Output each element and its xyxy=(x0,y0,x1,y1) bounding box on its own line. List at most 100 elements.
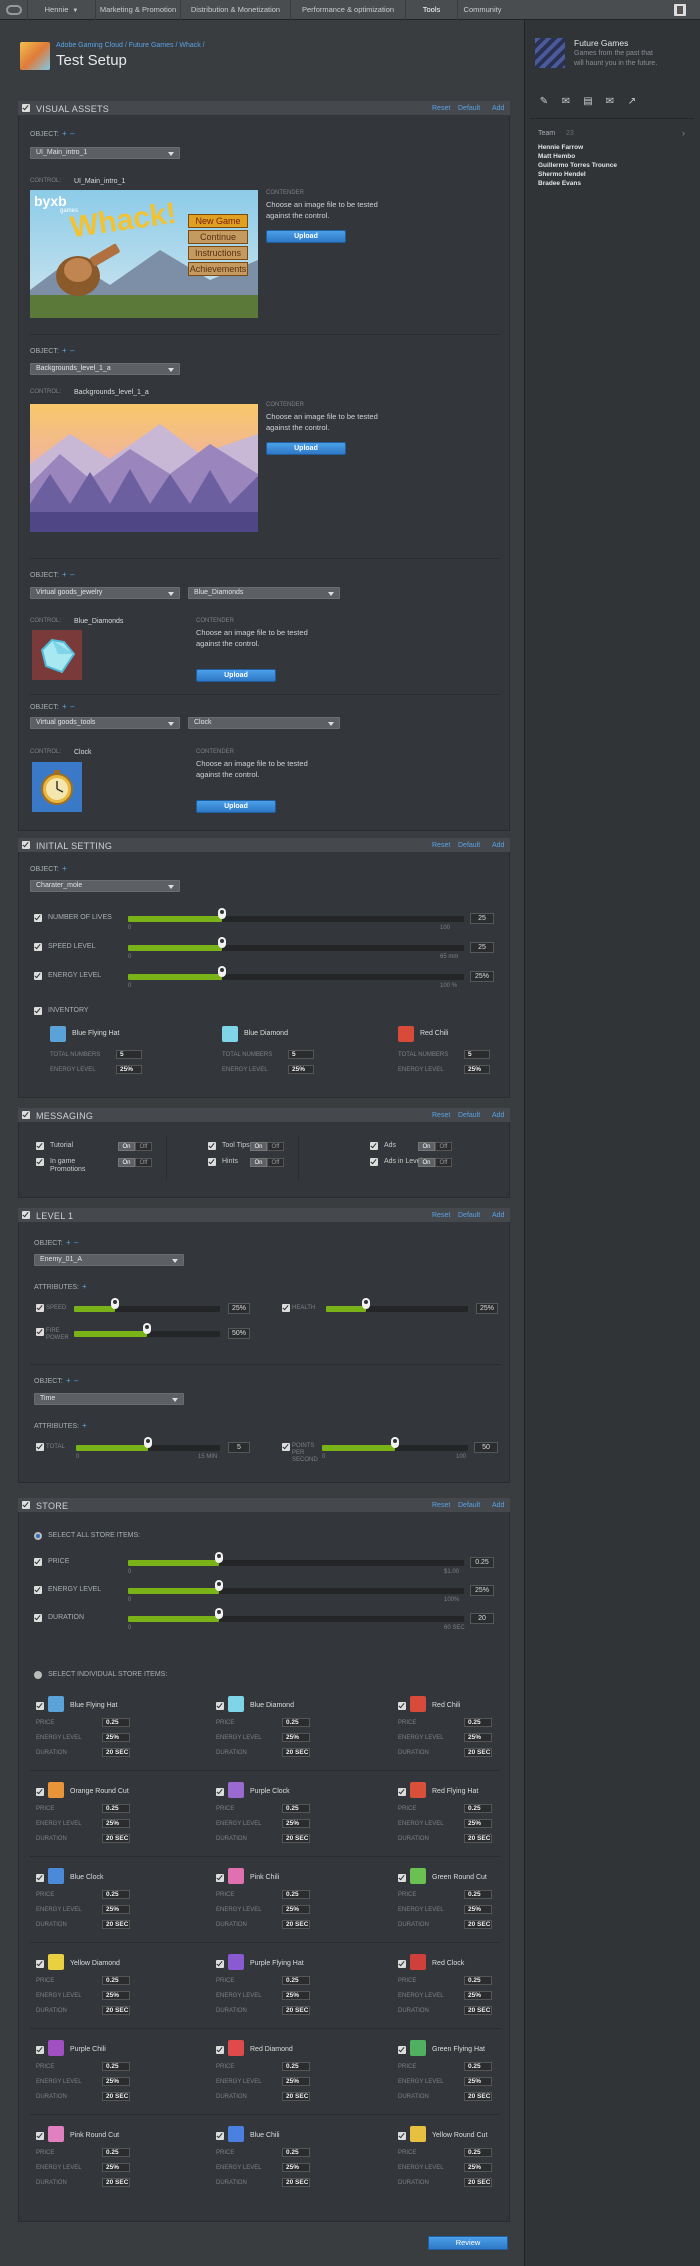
reset-link[interactable]: Reset xyxy=(432,842,451,849)
energy-level-value[interactable]: 25% xyxy=(464,1065,490,1074)
add-link[interactable]: Add xyxy=(492,1502,505,1509)
health-value[interactable]: 25% xyxy=(476,1303,498,1314)
slider-handle[interactable] xyxy=(391,1437,399,1448)
slider-value[interactable]: 25 xyxy=(470,942,494,953)
store-item-checkbox[interactable] xyxy=(36,1788,44,1796)
store-item-checkbox[interactable] xyxy=(398,1788,406,1796)
object-select[interactable]: UI_Main_intro_1 xyxy=(30,147,180,159)
total-numbers-value[interactable]: 5 xyxy=(288,1050,314,1059)
default-link[interactable]: Default xyxy=(458,1212,481,1219)
store-item-field-value[interactable]: 20 SEC xyxy=(102,1748,130,1757)
store-item-checkbox[interactable] xyxy=(216,2046,224,2054)
store-slider-checkbox[interactable] xyxy=(34,1586,42,1594)
toggle-on[interactable]: On xyxy=(250,1142,267,1151)
store-item-field-value[interactable]: 25% xyxy=(464,2163,492,2172)
store-item-field-value[interactable]: 0.25 xyxy=(464,2148,492,2157)
store-item-field-value[interactable]: 25% xyxy=(282,2077,310,2086)
store-item-field-value[interactable]: 0.25 xyxy=(282,1804,310,1813)
store-item-field-value[interactable]: 0.25 xyxy=(102,1890,130,1899)
add-object-icon[interactable]: + xyxy=(62,702,67,711)
store-slider[interactable] xyxy=(128,1580,464,1594)
store-slider-checkbox[interactable] xyxy=(34,1614,42,1622)
speed-value[interactable]: 25% xyxy=(228,1303,250,1314)
store-item-field-value[interactable]: 20 SEC xyxy=(282,1748,310,1757)
store-item-field-value[interactable]: 0.25 xyxy=(282,1718,310,1727)
slider-handle[interactable] xyxy=(214,1552,223,1563)
store-item-checkbox[interactable] xyxy=(36,2046,44,2054)
toggle-off[interactable]: Off xyxy=(135,1158,152,1167)
points-checkbox[interactable] xyxy=(282,1443,290,1451)
store-slider[interactable] xyxy=(128,1552,464,1566)
team-member[interactable]: Matt Hembo xyxy=(538,153,576,160)
store-item-field-value[interactable]: 0.25 xyxy=(464,1976,492,1985)
store-item-field-value[interactable]: 25% xyxy=(464,1733,492,1742)
reset-link[interactable]: Reset xyxy=(432,1112,451,1119)
breadcrumb[interactable]: Adobe Gaming Cloud / Future Games / Whac… xyxy=(56,42,205,49)
store-item-checkbox[interactable] xyxy=(216,1702,224,1710)
store-item-field-value[interactable]: 25% xyxy=(282,1905,310,1914)
initial-slider[interactable] xyxy=(128,908,464,922)
slider-handle[interactable] xyxy=(218,937,227,948)
add-link[interactable]: Add xyxy=(492,105,505,112)
slider-checkbox[interactable] xyxy=(34,943,42,951)
toggle-off[interactable]: Off xyxy=(267,1142,284,1151)
store-item-field-value[interactable]: 20 SEC xyxy=(464,1920,492,1929)
toggle-off[interactable]: Off xyxy=(267,1158,284,1167)
slider-handle[interactable] xyxy=(218,908,227,919)
file-icon[interactable]: ▤ xyxy=(583,96,593,107)
reset-link[interactable]: Reset xyxy=(432,1212,451,1219)
store-item-field-value[interactable]: 0.25 xyxy=(464,1890,492,1899)
total-checkbox[interactable] xyxy=(36,1443,44,1451)
add-attribute-icon[interactable]: + xyxy=(82,1282,87,1291)
object-item-select[interactable]: Clock xyxy=(188,717,340,729)
store-slider-checkbox[interactable] xyxy=(34,1558,42,1566)
toggle-on[interactable]: On xyxy=(118,1158,135,1167)
messaging-checkbox[interactable] xyxy=(370,1158,378,1166)
store-item-field-value[interactable]: 20 SEC xyxy=(102,2178,130,2187)
health-slider[interactable] xyxy=(326,1298,468,1312)
select-all-radio[interactable] xyxy=(34,1532,42,1540)
store-item-field-value[interactable]: 20 SEC xyxy=(102,2092,130,2101)
total-value[interactable]: 5 xyxy=(228,1442,250,1453)
slider-handle[interactable] xyxy=(218,966,227,977)
store-item-field-value[interactable]: 25% xyxy=(282,2163,310,2172)
inventory-checkbox[interactable] xyxy=(34,1007,42,1015)
nav-item-hennie[interactable]: Hennie ▼ xyxy=(27,0,95,20)
store-item-field-value[interactable]: 20 SEC xyxy=(464,2092,492,2101)
store-item-field-value[interactable]: 20 SEC xyxy=(282,2092,310,2101)
store-item-field-value[interactable]: 25% xyxy=(102,2077,130,2086)
toggle-off[interactable]: Off xyxy=(435,1142,452,1151)
slider-handle[interactable] xyxy=(144,1437,152,1448)
store-item-field-value[interactable]: 20 SEC xyxy=(102,2006,130,2015)
nav-item-distribution[interactable]: Distribution & Monetization xyxy=(180,0,290,20)
chevron-right-icon[interactable]: › xyxy=(682,128,685,138)
store-item-checkbox[interactable] xyxy=(216,1874,224,1882)
store-item-field-value[interactable]: 20 SEC xyxy=(102,1920,130,1929)
store-item-field-value[interactable]: 25% xyxy=(102,1819,130,1828)
points-value[interactable]: 50 xyxy=(474,1442,498,1453)
visual-assets-checkbox[interactable] xyxy=(22,104,30,112)
select-individual-radio[interactable] xyxy=(34,1671,42,1679)
store-item-field-value[interactable]: 20 SEC xyxy=(282,1920,310,1929)
initial-slider[interactable] xyxy=(128,937,464,951)
nav-item-performance[interactable]: Performance & optimization xyxy=(290,0,405,20)
store-item-field-value[interactable]: 0.25 xyxy=(464,1718,492,1727)
fire-power-value[interactable]: 50% xyxy=(228,1328,250,1339)
store-item-field-value[interactable]: 0.25 xyxy=(102,2148,130,2157)
nav-item-community[interactable]: Community xyxy=(457,0,507,20)
add-object-icon[interactable]: + xyxy=(66,1376,71,1385)
on-off-toggle[interactable]: On Off xyxy=(418,1142,452,1151)
store-item-field-value[interactable]: 25% xyxy=(464,2077,492,2086)
store-item-field-value[interactable]: 25% xyxy=(282,1819,310,1828)
store-item-field-value[interactable]: 0.25 xyxy=(102,1718,130,1727)
messaging-checkbox[interactable] xyxy=(22,1111,30,1119)
team-member[interactable]: Bradee Evans xyxy=(538,180,581,187)
toggle-off[interactable]: Off xyxy=(435,1158,452,1167)
health-checkbox[interactable] xyxy=(282,1304,290,1312)
energy-level-value[interactable]: 25% xyxy=(288,1065,314,1074)
speed-slider[interactable] xyxy=(74,1298,220,1312)
slider-value[interactable]: 20 xyxy=(470,1613,494,1624)
comment-icon[interactable]: ✉ xyxy=(561,96,571,107)
store-slider[interactable] xyxy=(128,1608,464,1622)
team-member[interactable]: Shermo Hendel xyxy=(538,171,586,178)
